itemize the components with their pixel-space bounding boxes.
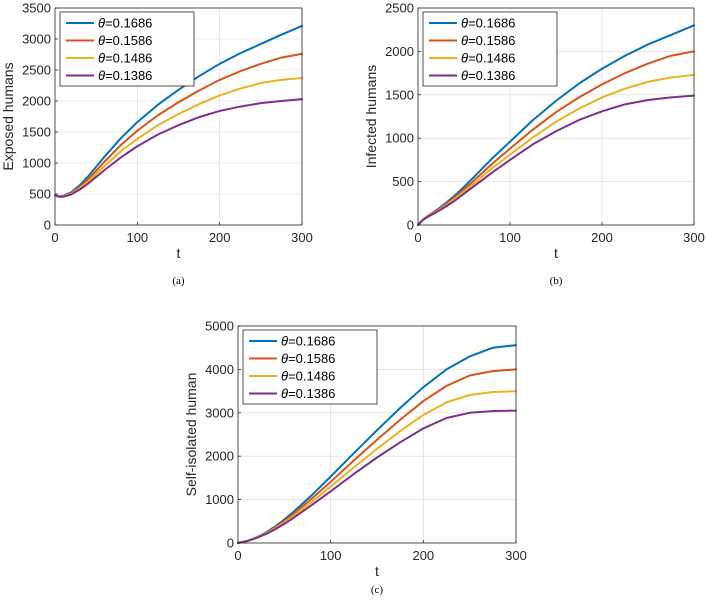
x-tick-label: 0 [234, 548, 241, 563]
x-axis-label: t [554, 245, 558, 261]
x-tick-label: 100 [126, 230, 148, 245]
y-tick-label: 3000 [205, 405, 234, 420]
legend-entry: θ=0.1686 [98, 16, 152, 31]
subfigure-caption: (b) [550, 275, 563, 287]
legend-label: =0.1486 [468, 51, 515, 66]
y-tick-label: 4000 [205, 362, 234, 377]
y-tick-label: 500 [392, 174, 414, 189]
subfigure-caption: (a) [172, 275, 185, 287]
legend-label: =0.1686 [105, 16, 152, 31]
legend-box [59, 11, 195, 87]
legend-entry: θ=0.1586 [461, 33, 515, 48]
legend-entry: θ=0.1586 [281, 351, 335, 366]
legend-theta-symbol: θ [461, 16, 468, 31]
subfigure-caption: (c) [371, 584, 384, 596]
legend-theta-symbol: θ [281, 351, 288, 366]
legend-entry: θ=0.1686 [281, 334, 335, 349]
x-tick-label: 0 [414, 230, 421, 245]
x-tick-label: 300 [505, 548, 527, 563]
legend-theta-symbol: θ [281, 369, 288, 384]
axes-box [54, 7, 303, 226]
legend-theta-symbol: θ [281, 334, 288, 349]
x-axis-label: t [375, 563, 379, 579]
x-tick-label: 0 [51, 230, 58, 245]
legend-label: =0.1386 [105, 68, 152, 83]
legend-label: =0.1486 [288, 369, 335, 384]
x-tick-label: 100 [320, 548, 342, 563]
legend-entry: θ=0.1586 [98, 33, 152, 48]
legend-theta-symbol: θ [98, 68, 105, 83]
legend-label: =0.1586 [288, 351, 335, 366]
y-tick-label: 3000 [22, 32, 51, 47]
y-tick-label: 2000 [205, 449, 234, 464]
y-tick-label: 5000 [205, 319, 234, 334]
series-line-4 [54, 98, 303, 198]
y-tick-label: 1500 [385, 87, 414, 102]
legend-label: =0.1586 [105, 33, 152, 48]
x-tick-label: 100 [499, 230, 521, 245]
y-tick-label: 1000 [205, 492, 234, 507]
legend-box [242, 329, 378, 405]
legend-label: =0.1386 [288, 386, 335, 401]
y-tick-label: 500 [29, 187, 51, 202]
y-tick-label: 1000 [22, 156, 51, 171]
y-tick-label: 2500 [22, 63, 51, 78]
legend-entry: θ=0.1486 [98, 51, 152, 66]
series-line-3 [417, 73, 695, 226]
legend-label: =0.1686 [468, 16, 515, 31]
series-line-3 [237, 390, 517, 544]
x-tick-label: 200 [591, 230, 613, 245]
legend-theta-symbol: θ [281, 386, 288, 401]
chart-panel-3: 0 100 200 300010002000300040005000tSelf-iso… [183, 319, 527, 597]
y-tick-label: 2000 [385, 44, 414, 59]
legend-label: =0.1386 [468, 68, 515, 83]
legend-theta-symbol: θ [461, 68, 468, 83]
legend-entry: θ=0.1386 [461, 68, 515, 83]
legend-box [422, 11, 558, 87]
x-tick-label: 300 [683, 230, 705, 245]
legend-entry: θ=0.1386 [281, 386, 335, 401]
legend-entry: θ=0.1386 [98, 68, 152, 83]
y-tick-label: 0 [44, 218, 51, 233]
y-axis-label: Exposed humans [0, 62, 16, 170]
chart-panel-1: 0 100 200 3000500100015002000250030003500tE… [0, 1, 313, 288]
series-line-3 [54, 77, 303, 198]
y-axis-label: Infected humans [363, 65, 379, 169]
legend-theta-symbol: θ [461, 51, 468, 66]
y-axis-label: Self-isolated human [183, 373, 199, 497]
x-axis-label: t [177, 245, 181, 261]
chart-panel-2: 0 100 200 300 0 500 1000 1500 2000 2500 t Infected … [363, 1, 705, 288]
legend-entry: θ=0.1486 [461, 51, 515, 66]
legend-entry: θ=0.1486 [281, 369, 335, 384]
y-tick-label: 2500 [385, 1, 414, 16]
legend-label: =0.1686 [288, 334, 335, 349]
series-line-4 [237, 409, 517, 544]
y-tick-label: 0 [407, 218, 414, 233]
y-tick-label: 2000 [22, 94, 51, 109]
x-tick-label: 200 [412, 548, 434, 563]
legend-theta-symbol: θ [461, 33, 468, 48]
series-line-4 [417, 94, 695, 226]
legend-theta-symbol: θ [98, 51, 105, 66]
legend-label: =0.1586 [468, 33, 515, 48]
y-tick-label: 1000 [385, 131, 414, 146]
y-tick-label: 1500 [22, 125, 51, 140]
x-tick-label: 300 [291, 230, 313, 245]
legend-label: =0.1486 [105, 51, 152, 66]
legend-theta-symbol: θ [98, 33, 105, 48]
axes-box [237, 325, 517, 544]
y-tick-label: 0 [227, 536, 234, 551]
legend-theta-symbol: θ [98, 16, 105, 31]
x-tick-label: 200 [209, 230, 231, 245]
axes-box [417, 7, 695, 226]
legend-entry: θ=0.1686 [461, 16, 515, 31]
y-tick-label: 3500 [22, 1, 51, 16]
